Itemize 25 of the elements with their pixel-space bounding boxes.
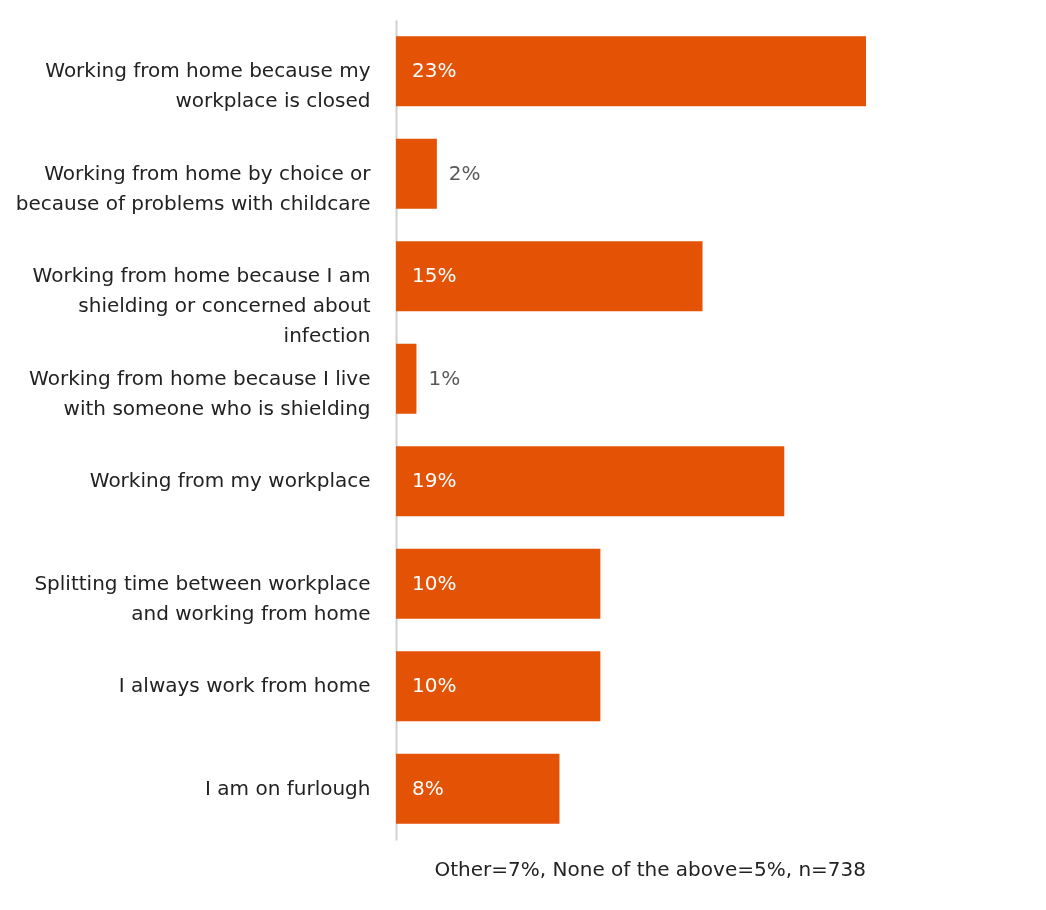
data-label: 1%	[428, 365, 461, 390]
bar	[396, 446, 785, 517]
y-tick-label: Working from home because my workplace is closed	[45, 58, 371, 113]
data-label: 10%	[412, 570, 457, 595]
y-tick-label: Splitting time between workplace and working from home	[34, 570, 371, 625]
y-tick-label: I always work from home	[118, 673, 371, 698]
data-label: 8%	[412, 775, 444, 800]
data-label: 19%	[412, 468, 457, 493]
bar	[396, 138, 437, 209]
data-label: 10%	[412, 673, 457, 698]
data-label: 15%	[412, 263, 457, 288]
bar	[396, 343, 417, 414]
text: Other=7%, None of the above=5%, n=738	[434, 857, 866, 881]
y-tick-label: I am on furlough	[205, 775, 371, 800]
y-tick-label: Working from my workplace	[89, 468, 371, 493]
bar	[396, 651, 601, 722]
bar	[396, 548, 601, 619]
bar	[396, 753, 560, 824]
y-tick-label: Working from home by choice or because of problems with childcare	[15, 160, 372, 215]
bar	[396, 241, 703, 312]
data-label: 23%	[412, 58, 457, 83]
y-tick-label: Working from home because I am shielding or concerned about infection	[32, 263, 371, 348]
y-tick-label: Working from home because I live with someone who is shielding	[29, 365, 371, 420]
data-label: 2%	[448, 160, 481, 185]
bar	[396, 36, 866, 107]
